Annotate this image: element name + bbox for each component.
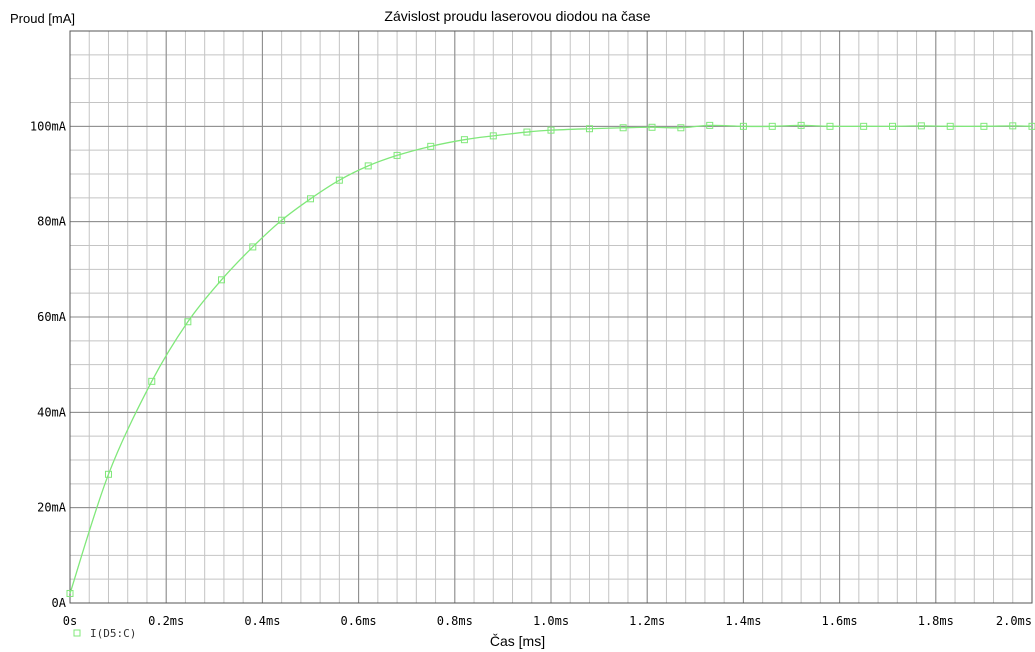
y-tick-label: 100mA	[30, 119, 67, 133]
y-tick-label: 80mA	[37, 215, 67, 229]
data-point	[1028, 122, 1035, 130]
data-point	[218, 276, 226, 284]
x-tick-label: 0.6ms	[341, 614, 377, 628]
data-point	[364, 162, 372, 170]
data-point	[946, 122, 954, 130]
y-tick-label: 20mA	[37, 501, 67, 515]
x-tick-label: 1.2ms	[629, 614, 665, 628]
data-point	[1009, 122, 1017, 130]
x-tick-label: 0s	[63, 614, 77, 628]
data-point	[523, 128, 531, 136]
x-tick-label: 1.0ms	[533, 614, 569, 628]
data-point	[585, 125, 593, 133]
data-point	[826, 122, 834, 130]
data-point	[307, 195, 314, 203]
data-point	[980, 122, 988, 130]
x-tick-label: 2.0ms	[996, 614, 1032, 628]
data-point	[706, 121, 714, 129]
y-tick-label: 60mA	[37, 310, 67, 324]
data-point	[148, 377, 156, 385]
x-tick-label: 1.4ms	[725, 614, 761, 628]
series-line	[69, 124, 1033, 594]
y-tick-label: 40mA	[37, 405, 67, 419]
plot-frame	[69, 30, 1033, 604]
x-axis-label: Čas [ms]	[489, 633, 546, 649]
data-point	[66, 589, 74, 597]
data-point	[335, 176, 343, 184]
data-point	[889, 122, 897, 130]
y-axis-label: Proud [mA]	[10, 11, 76, 26]
legend-marker	[73, 629, 81, 637]
data-point	[768, 122, 776, 130]
data-point	[104, 470, 112, 478]
data-point	[860, 122, 868, 130]
data-point	[278, 216, 286, 224]
data-point	[797, 121, 805, 129]
data-point	[427, 142, 435, 150]
y-tick-label: 0A	[52, 596, 67, 610]
data-point	[677, 124, 685, 132]
legend-label: I(D5:C)	[90, 627, 136, 640]
data-point	[489, 132, 497, 140]
x-tick-label: 1.6ms	[822, 614, 858, 628]
data-point	[917, 122, 925, 130]
data-point	[393, 151, 401, 159]
data-point	[739, 122, 747, 130]
data-point	[547, 126, 555, 134]
data-point	[619, 124, 627, 132]
x-tick-label: 0.2ms	[148, 614, 184, 628]
data-point	[249, 243, 257, 251]
x-tick-label: 0.8ms	[437, 614, 473, 628]
x-tick-label: 1.8ms	[918, 614, 954, 628]
x-tick-label: 0.4ms	[244, 614, 280, 628]
data-point	[460, 136, 468, 144]
data-point	[648, 123, 656, 131]
data-point	[184, 318, 192, 326]
chart-title: Závislost proudu laserovou diodou na čas…	[384, 8, 651, 24]
